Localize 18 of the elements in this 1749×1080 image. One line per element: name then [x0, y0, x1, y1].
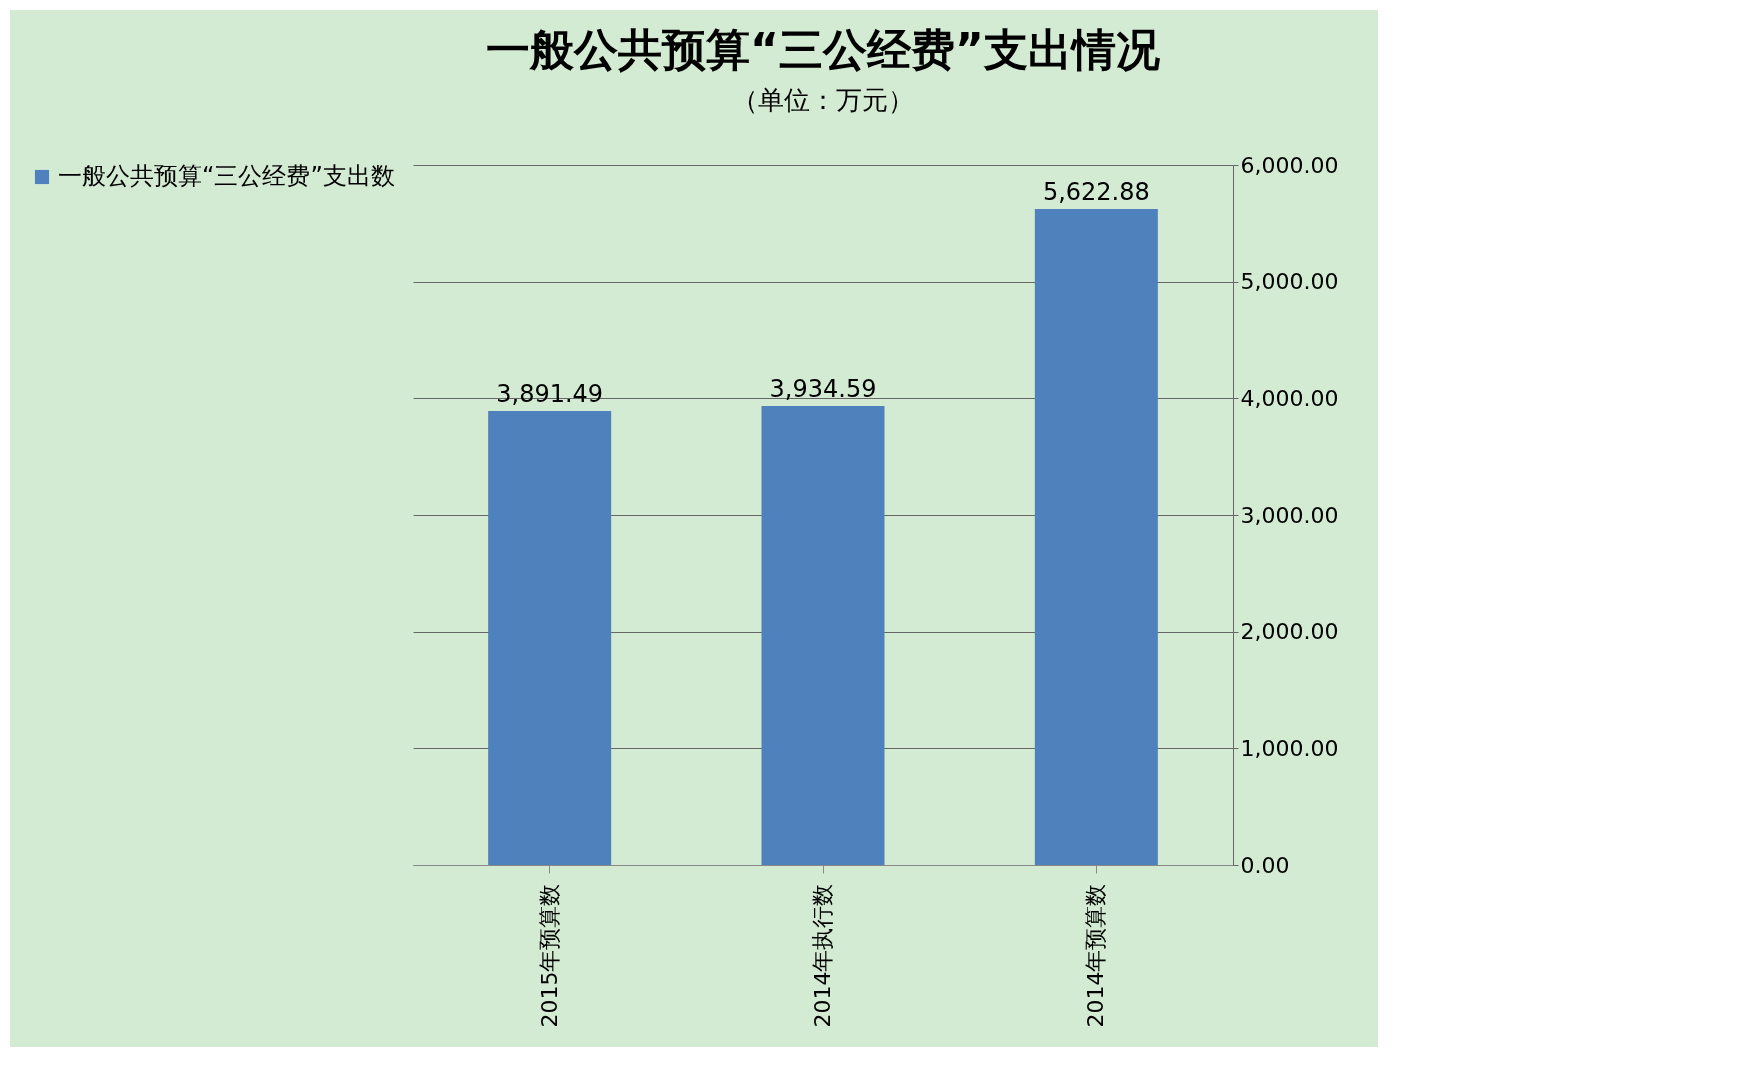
chart-title: 一般公共预算“三公经费”支出情况: [486, 24, 1160, 75]
y-tick-label: 3,000.00: [1240, 502, 1339, 528]
y-tick-label: 2,000.00: [1240, 619, 1339, 645]
y-tick-label: 1,000.00: [1240, 735, 1339, 761]
x-tick-label: 2014年执行数: [810, 883, 835, 1028]
data-label: 5,622.88: [1042, 178, 1150, 206]
y-tick-label: 6,000.00: [1240, 152, 1339, 178]
chart-subtitle: （单位：万元）: [732, 85, 914, 115]
legend-label: 一般公共预算“三公经费”支出数: [58, 162, 395, 190]
x-tick-label: 2014年预算数: [1083, 883, 1109, 1028]
x-tick-label: 2015年预算数: [536, 883, 562, 1028]
y-tick-label: 4,000.00: [1240, 385, 1339, 411]
data-label: 3,934.59: [769, 374, 877, 403]
y-tick-label: 5,000.00: [1240, 269, 1339, 295]
bar: [761, 405, 885, 865]
bar: [488, 410, 612, 865]
y-tick-label: 0.00: [1240, 852, 1290, 878]
bar: [1034, 209, 1158, 865]
